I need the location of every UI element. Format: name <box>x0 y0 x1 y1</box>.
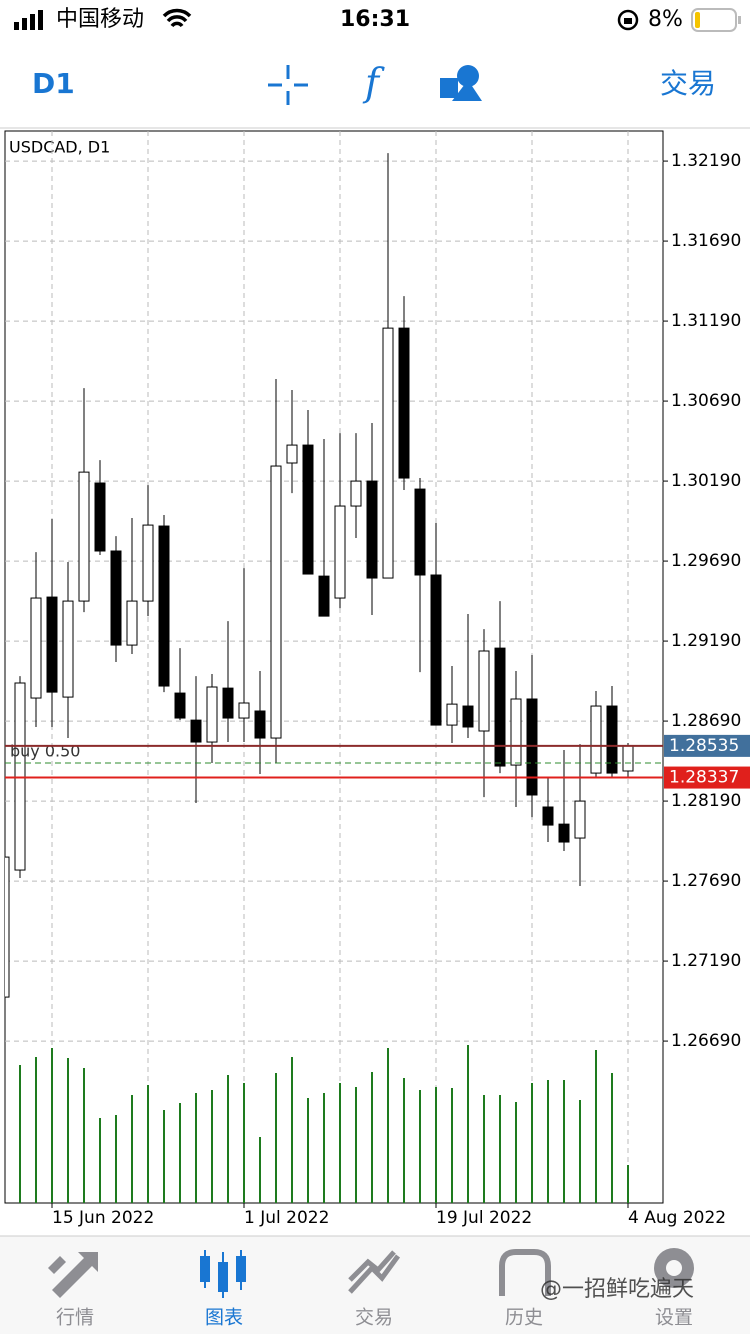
x-tick-label: 4 Aug 2022 <box>628 1208 726 1228</box>
candle-body <box>350 480 362 507</box>
candle-body <box>174 692 186 719</box>
x-tick-label: 19 Jul 2022 <box>436 1208 532 1228</box>
candle-body <box>206 686 218 743</box>
tab-labels: 行情 图表 交易 历史 设置 <box>56 1307 693 1329</box>
y-tick-label: 1.29690 <box>671 551 741 571</box>
y-tick-label: 1.27690 <box>671 871 741 891</box>
candle-body <box>14 682 26 871</box>
candle-body <box>510 698 522 766</box>
candle-body <box>446 703 458 726</box>
y-tick-label: 1.31690 <box>671 231 741 251</box>
toolbar: D1 f 交易 <box>0 61 750 129</box>
candle-body <box>398 327 410 479</box>
tab-label[interactable]: 历史 <box>505 1307 543 1329</box>
objects-button[interactable] <box>440 65 482 101</box>
candle-body <box>302 444 314 575</box>
candle-body <box>62 600 74 698</box>
x-tick-label: 1 Jul 2022 <box>244 1208 329 1228</box>
y-tick-label: 1.27190 <box>671 951 741 971</box>
candle-body <box>542 806 554 826</box>
bid-label-box <box>664 734 750 757</box>
ask-label-box <box>664 766 750 789</box>
candle-body <box>334 505 346 599</box>
candle-body <box>78 471 90 602</box>
y-tick-label: 1.30190 <box>671 471 741 491</box>
trade-button[interactable]: 交易 <box>660 67 716 100</box>
candle-body <box>5 856 10 998</box>
crosshair-button[interactable] <box>268 65 308 105</box>
y-tick-label: 1.32190 <box>671 151 741 171</box>
candle-body <box>558 823 570 843</box>
tab-bar <box>0 1236 750 1334</box>
carrier: 中国移动 <box>56 7 144 32</box>
tab-icons <box>48 1248 694 1298</box>
candle-body <box>478 650 490 732</box>
plot <box>5 153 663 1203</box>
candle-body <box>110 550 122 646</box>
order-label: buy 0.50 <box>10 742 80 761</box>
candle-body <box>414 488 426 576</box>
tab-label[interactable]: 设置 <box>655 1307 693 1329</box>
y-tick-label: 1.28690 <box>671 711 741 731</box>
candle-body <box>30 597 42 699</box>
candle-body <box>606 705 618 774</box>
chart-title: USDCAD, D1 <box>9 138 110 157</box>
y-tick-label: 1.28190 <box>671 791 741 811</box>
tab-label[interactable]: 交易 <box>355 1307 393 1329</box>
candle-body <box>254 710 266 739</box>
tab-label[interactable]: 图表 <box>205 1307 243 1329</box>
candle-body <box>622 745 634 772</box>
ask-label: 1.28337 <box>669 768 739 788</box>
y-tick-label: 1.30690 <box>671 391 741 411</box>
candle-body <box>318 575 330 617</box>
bid-label: 1.28535 <box>669 736 739 756</box>
candle-body <box>46 596 58 693</box>
candle-body <box>366 480 378 579</box>
clock: 16:31 <box>340 7 410 32</box>
plot-frame <box>4 130 664 1204</box>
candle-body <box>158 525 170 687</box>
candle-body <box>494 647 506 767</box>
candle-body <box>590 705 602 774</box>
candle-body <box>190 719 202 743</box>
status-bar: 中国移动 16:31 8% <box>14 7 741 32</box>
candle-body <box>574 800 586 839</box>
candle-body <box>94 482 106 552</box>
x-tick-label: 15 Jun 2022 <box>52 1208 154 1228</box>
candle-body <box>270 465 282 739</box>
candle-body <box>286 444 298 464</box>
candle-body <box>526 698 538 796</box>
candle-body <box>126 600 138 646</box>
y-tick-label: 1.29190 <box>671 631 741 651</box>
candle-body <box>238 702 250 719</box>
candle-body <box>222 687 234 719</box>
y-tick-label: 1.26690 <box>671 1031 741 1051</box>
candle-body <box>382 327 394 579</box>
chart: USDCAD, D1 1.26690 1.27190 1.27690 1.28190 1.… <box>5 131 750 1228</box>
y-tick-label: 1.31190 <box>671 311 741 331</box>
timeframe-button[interactable]: D1 <box>32 67 75 100</box>
indicators-button[interactable]: f <box>362 61 385 105</box>
candle-body <box>430 574 442 726</box>
tab-label[interactable]: 行情 <box>56 1307 94 1329</box>
candle-body <box>462 705 474 728</box>
watermark: @一招鲜吃遍天 <box>540 1277 694 1302</box>
battery-percent: 8% <box>648 7 683 32</box>
candle-body <box>142 524 154 602</box>
